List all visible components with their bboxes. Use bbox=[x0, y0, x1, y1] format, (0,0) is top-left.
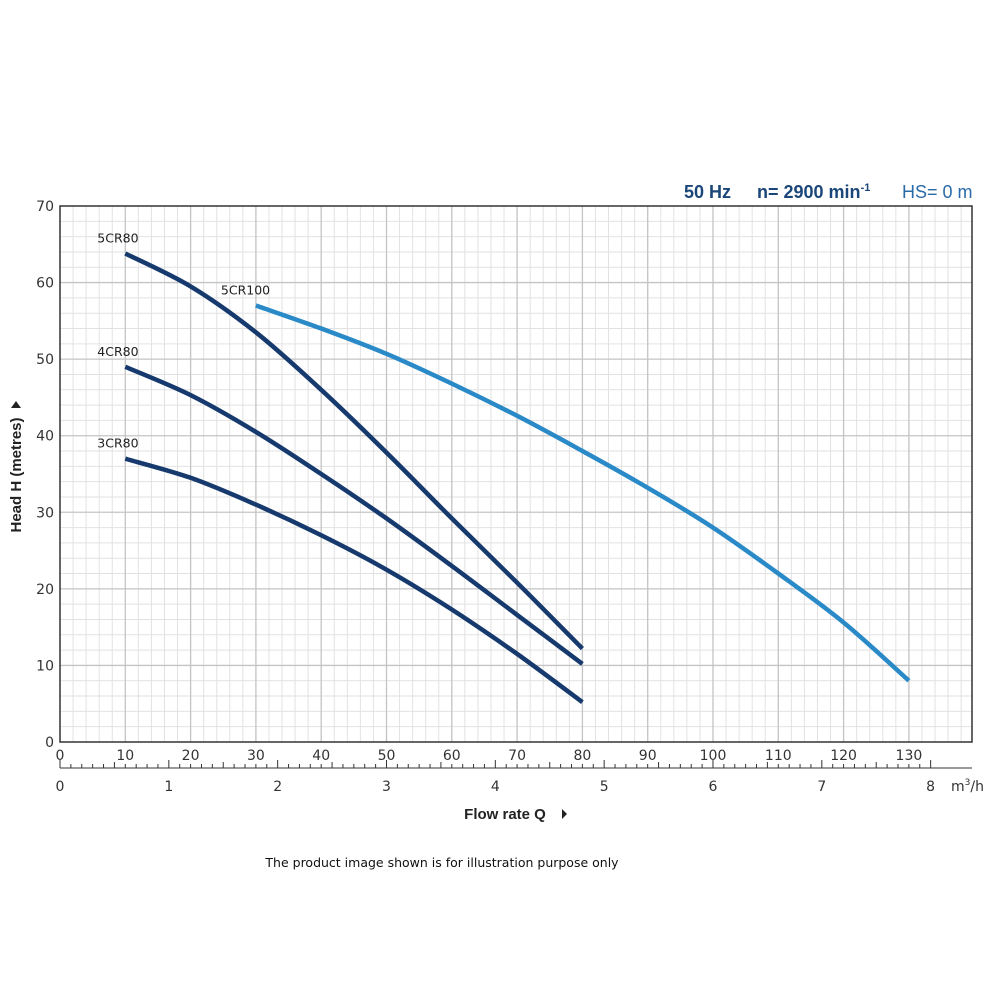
series-line-3cr80 bbox=[124, 456, 584, 705]
y-tick-label: 60 bbox=[36, 276, 54, 292]
x-tick-label: 40 bbox=[312, 748, 330, 764]
y-tick-label: 50 bbox=[36, 352, 54, 368]
x-tick-label: 20 bbox=[182, 748, 200, 764]
secondary-x-tick-label: 8 bbox=[926, 779, 935, 795]
arrow-icon bbox=[562, 809, 567, 819]
secondary-x-tick-label: 0 bbox=[56, 779, 65, 795]
secondary-x-tick-label: 7 bbox=[817, 779, 826, 795]
y-tick-label: 20 bbox=[36, 582, 54, 598]
x-tick-label: 80 bbox=[573, 748, 591, 764]
series-label-5cr100: 5CR100 bbox=[221, 283, 270, 298]
y-tick-label: 30 bbox=[36, 505, 54, 521]
y-tick-label: 40 bbox=[36, 429, 54, 445]
arrow-icon bbox=[11, 401, 21, 408]
suction-height-label: HS= 0 m bbox=[902, 182, 973, 202]
series-line-5cr100 bbox=[255, 303, 911, 683]
series-labels: 5CR80 5CR100 4CR80 3CR80 bbox=[97, 230, 270, 450]
frequency-label: 50 Hz bbox=[684, 182, 731, 202]
y-axis-label: Head H (metres) bbox=[8, 417, 25, 532]
series-layer bbox=[124, 251, 911, 705]
secondary-x-axis: 0 1 2 3 4 5 6 7 8 bbox=[56, 760, 935, 795]
secondary-x-tick-label: 4 bbox=[491, 779, 500, 795]
x-tick-label: 70 bbox=[508, 748, 526, 764]
secondary-x-tick-label: 5 bbox=[600, 779, 609, 795]
x-tick-label: 30 bbox=[247, 748, 265, 764]
secondary-x-tick-label: 2 bbox=[273, 779, 282, 795]
series-line-5cr80 bbox=[124, 251, 584, 651]
x-tick-label: 110 bbox=[765, 748, 792, 764]
series-line-4cr80 bbox=[124, 364, 584, 666]
secondary-x-tick-label: 6 bbox=[709, 779, 718, 795]
y-tick-label: 0 bbox=[45, 735, 54, 751]
plot-frame bbox=[59, 205, 973, 743]
x-tick-label: 130 bbox=[896, 748, 923, 764]
series-label-5cr80: 5CR80 bbox=[97, 230, 138, 245]
series-label-3cr80: 3CR80 bbox=[97, 436, 138, 451]
minor-grid bbox=[60, 206, 972, 742]
x-tick-label: 120 bbox=[830, 748, 857, 764]
y-tick-label: 10 bbox=[36, 658, 54, 674]
x-axis-label: Flow rate Q bbox=[464, 806, 546, 823]
y-axis: 0 10 20 30 40 50 60 70 bbox=[36, 199, 54, 751]
series-label-4cr80: 4CR80 bbox=[97, 344, 138, 359]
secondary-x-tick-label: 3 bbox=[382, 779, 391, 795]
x-tick-label: 50 bbox=[378, 748, 396, 764]
major-grid bbox=[60, 206, 972, 742]
x-tick-label: 10 bbox=[116, 748, 134, 764]
x-axis: 0 10 20 30 40 50 60 70 80 90 100 110 120 130 bbox=[56, 748, 923, 764]
y-tick-label: 70 bbox=[36, 199, 54, 215]
secondary-x-unit: m3/h bbox=[951, 778, 984, 795]
disclaimer-note: The product image shown is for illustrat… bbox=[265, 855, 619, 870]
speed-label: n= 2900 min-1 bbox=[757, 182, 870, 202]
x-tick-label: 60 bbox=[443, 748, 461, 764]
x-tick-label: 90 bbox=[639, 748, 657, 764]
secondary-x-tick-label: 1 bbox=[164, 779, 173, 795]
x-tick-label: 0 bbox=[56, 748, 65, 764]
x-tick-label: 100 bbox=[700, 748, 727, 764]
y-axis-title: Head H (metres) bbox=[8, 401, 25, 533]
